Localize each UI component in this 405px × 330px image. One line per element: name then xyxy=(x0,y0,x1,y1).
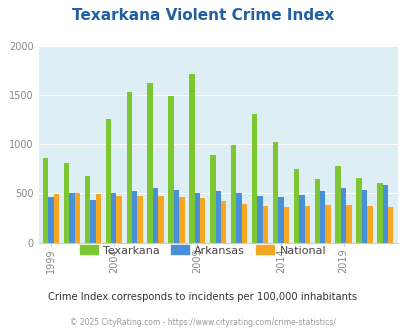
Bar xyxy=(132,190,137,243)
Bar xyxy=(387,207,392,243)
Bar xyxy=(200,198,205,243)
Bar xyxy=(152,187,158,243)
Bar xyxy=(272,143,277,243)
Bar xyxy=(173,190,179,243)
Bar xyxy=(194,193,200,243)
Bar xyxy=(105,119,111,243)
Bar xyxy=(220,201,226,243)
Bar xyxy=(361,189,366,243)
Bar xyxy=(314,179,319,243)
Legend: Texarkana, Arkansas, National: Texarkana, Arkansas, National xyxy=(75,241,330,260)
Text: © 2025 CityRating.com - https://www.cityrating.com/crime-statistics/: © 2025 CityRating.com - https://www.city… xyxy=(70,318,335,327)
Bar xyxy=(189,74,194,243)
Bar xyxy=(277,197,283,243)
Bar xyxy=(283,207,288,243)
Bar xyxy=(382,185,387,243)
Bar xyxy=(69,193,75,243)
Bar xyxy=(168,96,173,243)
Bar xyxy=(179,197,184,243)
Bar xyxy=(251,114,257,243)
Bar xyxy=(90,200,95,243)
Bar xyxy=(126,92,132,243)
Bar xyxy=(95,194,101,243)
Bar xyxy=(137,196,143,243)
Bar xyxy=(75,193,80,243)
Bar xyxy=(304,206,309,243)
Bar xyxy=(43,158,48,243)
Text: Crime Index corresponds to incidents per 100,000 inhabitants: Crime Index corresponds to incidents per… xyxy=(48,292,357,302)
Bar xyxy=(111,193,116,243)
Bar xyxy=(215,191,220,243)
Bar xyxy=(262,206,267,243)
Bar xyxy=(209,155,215,243)
Bar xyxy=(230,145,236,243)
Bar xyxy=(64,163,69,243)
Bar xyxy=(257,196,262,243)
Bar xyxy=(236,193,241,243)
Bar xyxy=(293,169,298,243)
Bar xyxy=(298,195,304,243)
Bar xyxy=(319,191,324,243)
Bar xyxy=(345,205,351,243)
Bar xyxy=(324,205,330,243)
Bar xyxy=(241,204,247,243)
Bar xyxy=(366,206,372,243)
Bar xyxy=(147,83,152,243)
Bar xyxy=(48,197,54,243)
Bar xyxy=(158,196,163,243)
Bar xyxy=(340,188,345,243)
Bar xyxy=(356,178,361,243)
Bar xyxy=(335,166,340,243)
Bar xyxy=(54,194,59,243)
Bar xyxy=(85,176,90,243)
Bar xyxy=(116,196,121,243)
Text: Texarkana Violent Crime Index: Texarkana Violent Crime Index xyxy=(72,8,333,23)
Bar xyxy=(376,183,382,243)
